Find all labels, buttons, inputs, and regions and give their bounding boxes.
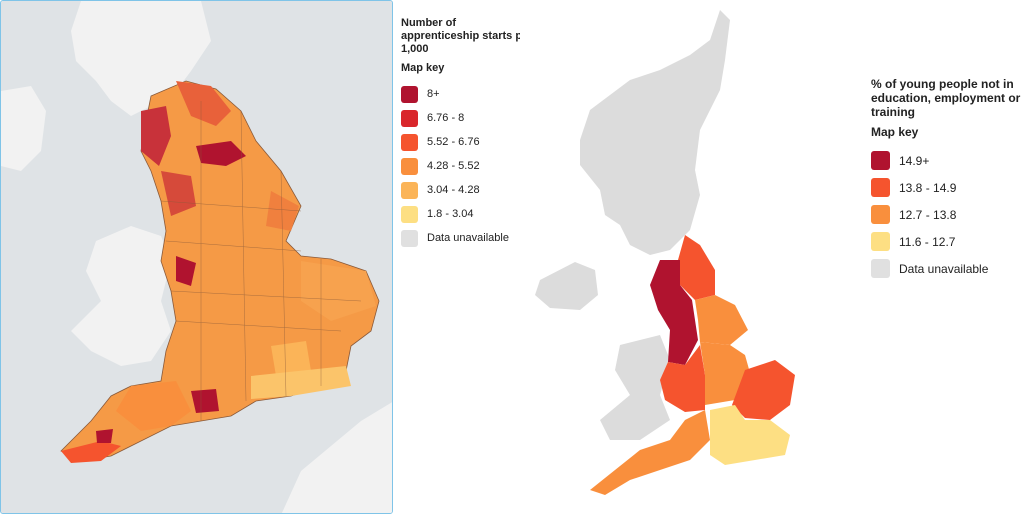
- neet-legend-swatch: [871, 259, 890, 278]
- apprenticeship-legend-swatch: [401, 157, 418, 175]
- neet-legend-label: 13.8 - 14.9: [899, 180, 957, 195]
- northern-ireland-region: [535, 262, 598, 310]
- apprenticeship-map[interactable]: [0, 0, 393, 514]
- neet-legend-swatch: [871, 151, 890, 170]
- apprenticeship-legend-item: Data unavailable: [401, 226, 536, 250]
- neet-legend-item: 12.7 - 13.8: [871, 201, 1021, 228]
- apprenticeship-legend-item: 8+: [401, 82, 536, 106]
- neet-map[interactable]: [520, 0, 850, 516]
- neet-legend-swatch: [871, 232, 890, 251]
- south-west-region: [590, 410, 710, 495]
- bristol-area: [191, 389, 219, 413]
- apprenticeship-legend-swatch: [401, 85, 418, 103]
- southeast-area: [251, 366, 351, 399]
- apprenticeship-legend-swatch: [401, 229, 418, 247]
- apprenticeship-map-svg: [1, 1, 392, 513]
- lancashire-area: [161, 171, 196, 216]
- apprenticeship-legend-label: 3.04 - 4.28: [427, 184, 480, 196]
- west-midlands-region: [660, 345, 705, 412]
- apprenticeship-legend-label: 5.52 - 6.76: [427, 136, 480, 148]
- apprenticeship-legend-item: 1.8 - 3.04: [401, 202, 536, 226]
- apprenticeship-legend-item: 3.04 - 4.28: [401, 178, 536, 202]
- wales-land: [71, 226, 171, 366]
- south-east-region: [710, 405, 790, 465]
- apprenticeship-legend-label: 1.8 - 3.04: [427, 208, 474, 220]
- midlands-area: [176, 256, 196, 286]
- neet-legend-item: 13.8 - 14.9: [871, 174, 1021, 201]
- apprenticeship-legend-item: 4.28 - 5.52: [401, 154, 536, 178]
- neet-legend-item: 11.6 - 12.7: [871, 228, 1021, 255]
- east-of-england-region: [732, 360, 795, 420]
- france-land: [281, 402, 392, 513]
- southwest-area: [116, 381, 191, 431]
- east-anglia-area: [301, 261, 376, 321]
- apprenticeship-legend-label: 8+: [427, 88, 440, 100]
- north-east-region: [678, 235, 715, 300]
- apprenticeship-legend-swatch: [401, 133, 418, 151]
- london-area: [271, 341, 311, 376]
- apprenticeship-legend-label: Data unavailable: [427, 232, 509, 244]
- apprenticeship-legend-label: 6.76 - 8: [427, 112, 465, 124]
- neet-legend-item: 14.9+: [871, 147, 1021, 174]
- plymouth-area: [96, 429, 113, 443]
- wales-region: [600, 335, 670, 440]
- neet-legend: % of young people not in education, empl…: [871, 77, 1021, 282]
- neet-legend-label: 11.6 - 12.7: [899, 234, 956, 249]
- apprenticeship-legend-swatch: [401, 109, 418, 127]
- lincs-area: [266, 191, 299, 231]
- cumbria-area: [141, 106, 171, 166]
- apprenticeship-legend-swatch: [401, 181, 418, 199]
- apprenticeship-map-key-label: Map key: [401, 62, 445, 74]
- yorkshire-region: [695, 295, 748, 345]
- ireland-land: [1, 86, 46, 171]
- apprenticeship-legend: Number of apprenticeship starts per 1,00…: [401, 17, 536, 250]
- neet-legend-label: Data unavailable: [899, 261, 989, 276]
- cornwall-area: [61, 441, 121, 463]
- scotland-region: [580, 10, 730, 255]
- neet-legend-swatch: [871, 205, 890, 224]
- north-west-region: [650, 260, 698, 365]
- neet-legend-item: Data unavailable: [871, 255, 1021, 282]
- neet-map-svg: [535, 10, 795, 495]
- apprenticeship-legend-swatch: [401, 205, 418, 223]
- neet-legend-label: 12.7 - 13.8: [899, 207, 957, 222]
- northeast-area: [176, 81, 231, 126]
- neet-legend-label: 14.9+: [899, 153, 930, 168]
- neet-legend-title: % of young people not in education, empl…: [871, 77, 1021, 119]
- apprenticeship-legend-label: 4.28 - 5.52: [427, 160, 480, 172]
- neet-map-key-label: Map key: [871, 125, 919, 139]
- apprenticeship-legend-title: Number of apprenticeship starts per 1,00…: [401, 17, 533, 55]
- north-yorkshire-area: [196, 141, 246, 166]
- apprenticeship-legend-item: 6.76 - 8: [401, 106, 536, 130]
- neet-legend-swatch: [871, 178, 890, 197]
- apprenticeship-legend-item: 5.52 - 6.76: [401, 130, 536, 154]
